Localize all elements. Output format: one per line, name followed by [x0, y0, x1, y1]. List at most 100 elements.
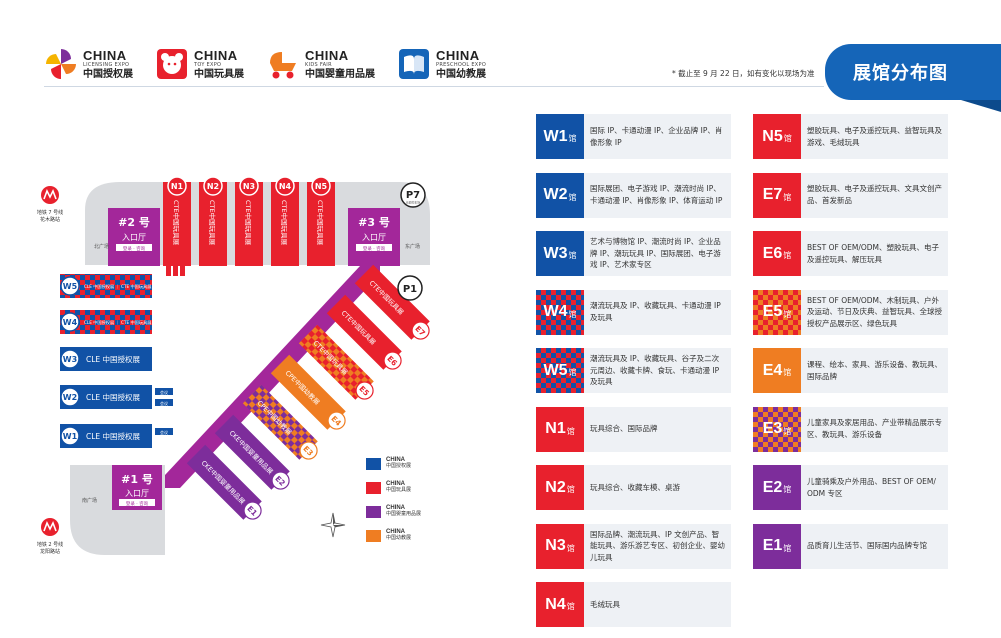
hall-code: E3 [762, 420, 783, 437]
hall-label: CLE 中国授权展 [86, 392, 141, 402]
logo-toy-expo: CHINA TOY EXPO 中国玩具展 [155, 44, 244, 84]
hall-description: 国际品牌、潮流玩具、IP 文创产品、智能玩具、游乐游艺专区、初创企业、婴幼儿玩具 [590, 529, 725, 562]
legend-swatch [366, 481, 381, 494]
hall-badge: E3 馆 [753, 406, 801, 452]
logo-kids-fair: CHINA KIDS FAIR 中国婴童用品展 [266, 44, 375, 84]
hall-w5[interactable]: W5 CLE 中国授权展 ｜ CTE 中国玩具展 [60, 274, 152, 298]
deadline-note: * 截止至 9 月 22 日，如有变化以现场为准 [672, 69, 815, 78]
hall-e4[interactable]: CPE中国幼教展 E4 [270, 354, 352, 436]
metro-station-top: 地铁 7 号线 花木路站 [37, 186, 63, 223]
hall-description: 潮流玩具及 IP、收藏玩具、谷子及二次元周边、收藏卡牌、食玩、卡通动漫 IP 及… [590, 354, 720, 387]
hall-description: BEST OF OEM/ODM、塑胶玩具、电子及遥控玩具、解压玩具 [807, 242, 940, 264]
legend-en: CHINA [386, 457, 405, 464]
logo-sub: LICENSING EXPO [83, 61, 130, 68]
hall-card-w2: W2 馆国际展团、电子游戏 IP、潮流时尚 IP、卡通动漫 IP、肖像形象 IP、… [536, 172, 731, 218]
legend-swatch [366, 457, 381, 470]
hall-n4[interactable]: N4 CTE中国玩具展 [271, 176, 299, 266]
book-icon [399, 49, 429, 79]
teddy-bear-icon [157, 49, 187, 79]
plaza-east-label: 东广场 [405, 243, 420, 250]
hall-suffix: 馆 [566, 602, 575, 611]
legend-cn: 中国幼教展 [386, 535, 412, 542]
hall-label: CLE 中国授权展 ｜ CTE 中国玩具展 [84, 283, 152, 290]
hall-card-w4: W4 馆潮流玩具及 IP、收藏玩具、卡通动漫 IP 及玩具 [536, 289, 731, 335]
hall-card-e2: E2 馆 儿童骑乘及户外用品、BEST OF OEM/ ODM 专区 [753, 465, 948, 510]
hall-card-e4: E4 馆课程、绘本、家具、游乐设备、教玩具、国际品牌 [753, 348, 948, 393]
hall-code: E2 [762, 478, 783, 496]
logo-bar: CHINA LICENSING EXPO 中国授权展 CHINA TOY EXP… [44, 44, 486, 84]
hall-w4[interactable]: W4 CLE 中国授权展 ｜ CTE 中国玩具展 [60, 310, 152, 334]
logo-cn: 中国幼教展 [436, 68, 486, 80]
hall-w1[interactable]: W1 CLE 中国授权展 [60, 424, 152, 448]
hall-description: 艺术与博物馆 IP、潮流时尚 IP、企业品牌 IP、潮玩玩具 IP、国际展团、电… [590, 237, 721, 270]
entrance-hall-3: #3 号 入口厅 登录 · 咨询 [348, 208, 400, 266]
entrance-1-badge: 登录 · 咨询 [126, 500, 149, 507]
hall-code: W2 [543, 186, 568, 203]
legend-cn: 中国婴童用品展 [386, 511, 422, 518]
hall-card-n1: N1 馆玩具综合、国际品牌 [536, 406, 731, 452]
parking-p1-label: P1 [403, 284, 417, 295]
logo-sub: TOY EXPO [194, 61, 222, 68]
hall-label: CTE中国玩具展 [172, 200, 181, 246]
hall-suffix: 馆 [783, 485, 792, 494]
hall-e6[interactable]: CTE中国玩具展 E6 [326, 294, 408, 376]
hall-badge: W3 馆 [536, 231, 584, 276]
logo-sub: KIDS FAIR [305, 61, 332, 68]
hall-code: W4 [543, 303, 568, 320]
hall-badge: E6 馆 [753, 231, 801, 276]
entrance-3-line1: #3 号 [358, 216, 390, 229]
hall-suffix: 馆 [566, 485, 575, 494]
logo-cn: 中国授权展 [83, 68, 133, 80]
hall-w3[interactable]: W3 CLE 中国授权展 [60, 347, 152, 371]
entrance-3-badge: 登录 · 咨询 [363, 245, 386, 252]
hall-description: 儿童骑乘及户外用品、BEST OF OEM/ ODM 专区 [807, 476, 936, 498]
hall-n3[interactable]: N3 CTE中国玩具展 [235, 176, 263, 266]
parking-p1: P1 [397, 275, 423, 301]
hall-code: E4 [762, 361, 783, 379]
hall-code: N1 [171, 182, 184, 191]
meeting-room-w1: 会议 [155, 428, 173, 435]
hall-suffix: 馆 [783, 134, 792, 143]
hall-suffix: 馆 [783, 309, 792, 319]
hall-badge: E1 馆 [753, 523, 801, 569]
hall-n1[interactable]: N1 CTE中国玩具展 [163, 176, 191, 266]
hall-label: CLE 中国授权展 [86, 431, 141, 441]
hall-w2[interactable]: W2 CLE 中国授权展 [60, 385, 152, 409]
hall-badge: E7 馆 [753, 172, 801, 218]
hall-suffix: 馆 [783, 543, 792, 553]
parking-p7: P7 长期停车场 [400, 182, 426, 208]
metro-bottom-line1: 地铁 2 号线 [37, 541, 63, 548]
hall-description: 国际展团、电子游戏 IP、潮流时尚 IP、卡通动漫 IP、肖像形象 IP、体育运… [590, 184, 723, 205]
hall-description: 塑胶玩具、电子及遥控玩具、文具文创产品、首发新品 [807, 184, 942, 205]
hall-description: 玩具综合、国际品牌 [590, 424, 658, 434]
hall-n2[interactable]: N2 CTE中国玩具展 [199, 176, 227, 266]
venue-map: #2 号 入口厅 登录 · 咨询 #3 号 入口厅 登录 · 咨询 #1 号 入… [37, 176, 430, 555]
hall-code: N4 [545, 595, 566, 613]
legend-cn: 中国玩具展 [386, 487, 412, 494]
hall-label: CTE中国玩具展 [208, 200, 217, 246]
n1-annex [173, 266, 178, 276]
legend-swatch [366, 529, 381, 542]
hall-card-n3: N3 馆国际品牌、潮流玩具、IP 文创产品、智能玩具、游乐游艺专区、初创企业、婴幼… [536, 523, 731, 569]
hall-code: E7 [762, 186, 783, 203]
metro-bottom-line2: 龙阳路站 [40, 548, 60, 555]
hall-badge: W5 馆 [536, 348, 584, 393]
hall-card-w3: W3 馆艺术与博物馆 IP、潮流时尚 IP、企业品牌 IP、潮玩玩具 IP、国际展… [536, 231, 731, 276]
legend-item-toy: CHINA 中国玩具展 [366, 480, 421, 495]
hall-n5[interactable]: N5 CTE中国玩具展 [307, 176, 335, 266]
entrance-2-line1: #2 号 [118, 216, 150, 229]
hall-e5[interactable]: CTE中国玩具展 E5 [298, 324, 380, 406]
hall-card-w5: W5 馆潮流玩具及 IP、收藏玩具、谷子及二次元周边、收藏卡牌、食玩、卡通动漫 I… [536, 348, 731, 393]
entrance-hall-2: #2 号 入口厅 登录 · 咨询 [108, 208, 160, 266]
header-divider [44, 86, 824, 87]
hall-code: N3 [243, 182, 255, 191]
hall-code: W4 [63, 318, 78, 327]
legend-item-preschool: CHINA 中国幼教展 [366, 528, 421, 543]
entrance-2-badge: 登录 · 咨询 [123, 245, 146, 252]
hall-code: W3 [63, 355, 77, 364]
compass-icon [320, 512, 346, 538]
hall-suffix: 馆 [783, 426, 792, 436]
legend-en: CHINA [386, 505, 405, 512]
logo-cn: 中国婴童用品展 [305, 68, 375, 80]
hall-description: 儿童家具及家居用品、产业带精品展示专区、教玩具、游乐设备 [807, 418, 942, 439]
